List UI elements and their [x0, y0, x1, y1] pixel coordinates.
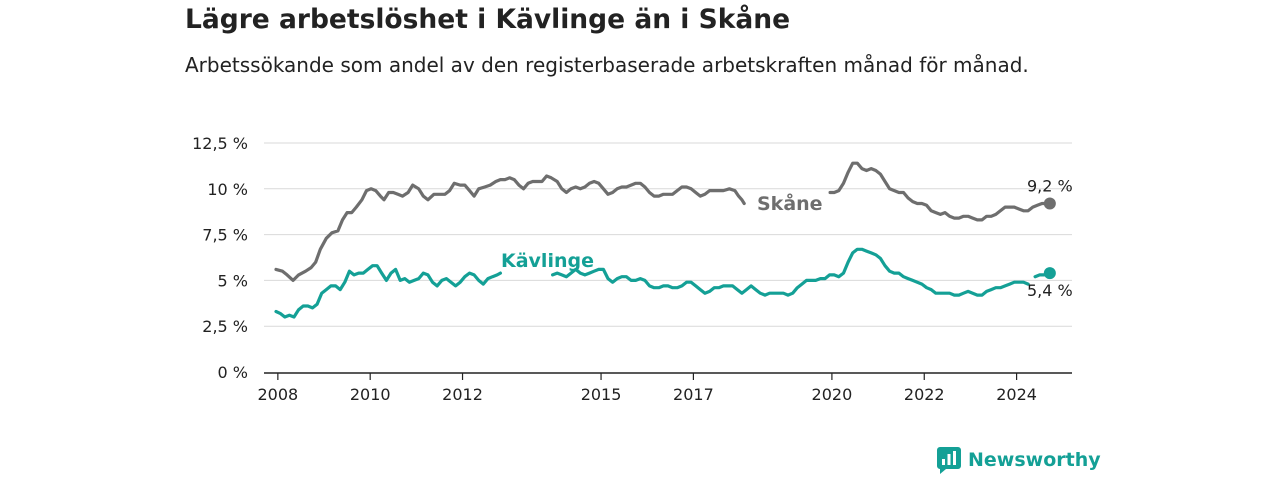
x-tick-label: 2020: [812, 385, 853, 404]
series-line-skane: [828, 161, 1052, 222]
y-tick-label: 0 %: [218, 363, 248, 382]
series-line-kavlinge: [551, 247, 1030, 297]
series-label-kavlinge: Kävlinge: [501, 250, 594, 272]
newsworthy-brand: Newsworthy: [937, 446, 1101, 474]
newsworthy-logo-icon: [937, 447, 961, 474]
y-tick-label: 2,5 %: [202, 317, 248, 336]
x-tick-label: 2017: [673, 385, 714, 404]
series-line-kavlinge: [274, 264, 502, 319]
kavlinge-end-point: [1043, 267, 1056, 280]
x-tick-label: 2015: [581, 385, 622, 404]
y-tick-label: 5 %: [218, 271, 248, 290]
x-tick-label: 2008: [257, 385, 298, 404]
kavlinge-end-label: 5,4 %: [1027, 281, 1073, 300]
page-subtitle: Arbetssökande som andel av den registerb…: [185, 53, 1029, 77]
y-tick-label: 10 %: [207, 180, 248, 199]
page-title: Lägre arbetslöshet i Kävlinge än i Skåne: [185, 4, 791, 35]
x-tick-label: 2024: [996, 385, 1037, 404]
y-tick-label: 7,5 %: [202, 226, 248, 245]
x-tick-label: 2022: [904, 385, 945, 404]
x-tick-label: 2012: [442, 385, 483, 404]
y-tick-label: 12,5 %: [192, 134, 248, 153]
skane-end-label: 9,2 %: [1027, 176, 1073, 195]
brand-name: Newsworthy: [968, 449, 1101, 471]
x-tick-label: 2010: [350, 385, 391, 404]
series-line-skane: [274, 174, 746, 282]
series-label-skane: Skåne: [757, 191, 823, 215]
skane-end-point: [1043, 197, 1056, 210]
